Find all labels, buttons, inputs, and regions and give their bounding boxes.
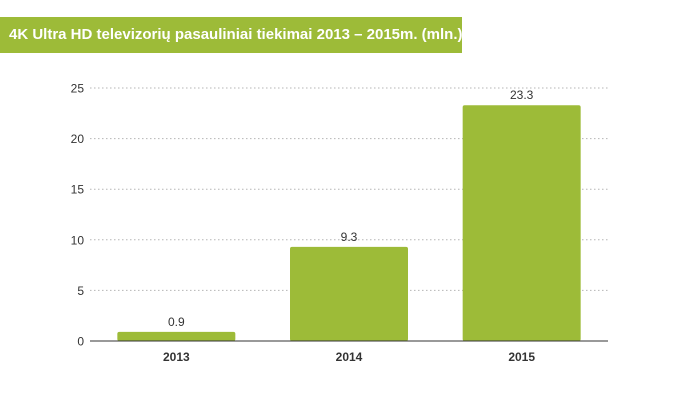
x-tick-label: 2014 (336, 350, 363, 364)
chart-title-banner: 4K Ultra HD televizorių pasauliniai tiek… (0, 17, 463, 53)
data-label: 23.3 (510, 88, 534, 102)
y-tick-label: 15 (71, 183, 85, 197)
data-label: 0.9 (168, 315, 185, 329)
y-tick-label: 5 (77, 284, 84, 298)
x-tick-label: 2015 (508, 350, 535, 364)
bar-2015 (462, 105, 581, 341)
bar-2013 (117, 331, 236, 341)
y-tick-label: 20 (71, 132, 85, 146)
y-tick-label: 0 (77, 335, 84, 349)
y-tick-label: 25 (71, 82, 85, 96)
data-label: 9.3 (341, 230, 358, 244)
y-axis-ticks: 0 5 10 15 20 25 (71, 82, 85, 349)
data-labels: 0.9 9.3 23.3 (168, 88, 534, 329)
chart-title: 4K Ultra HD televizorių pasauliniai tiek… (9, 26, 463, 43)
x-axis-ticks: 2013 2014 2015 (163, 350, 535, 364)
bars (117, 105, 581, 341)
bar-2014 (290, 246, 408, 341)
y-tick-label: 10 (71, 233, 85, 247)
x-tick-label: 2013 (163, 350, 190, 364)
